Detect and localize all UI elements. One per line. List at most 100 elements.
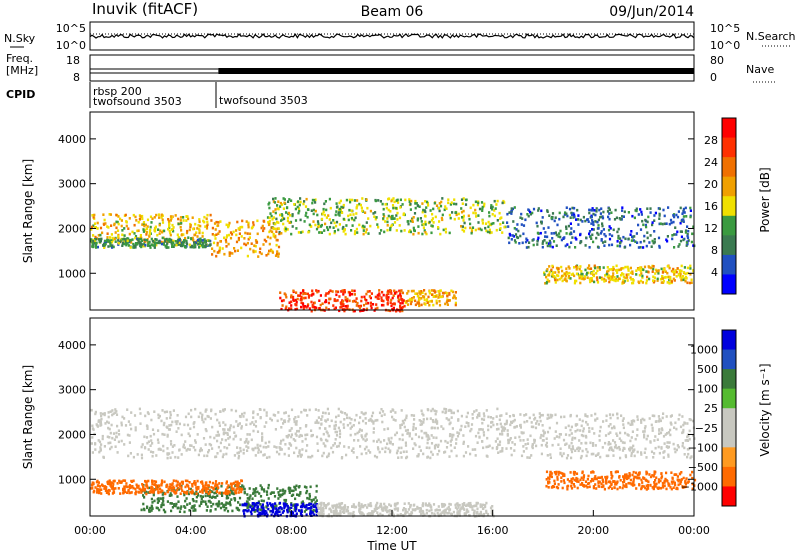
heatmap-cell [228, 435, 231, 439]
heatmap-cell [405, 455, 409, 459]
heatmap-cell [365, 292, 368, 296]
heatmap-cell [267, 483, 270, 487]
heatmap-cell [593, 280, 596, 284]
heatmap-cell [348, 291, 351, 294]
heatmap-cell [608, 212, 611, 215]
heatmap-cell [145, 230, 148, 234]
heatmap-cell [117, 242, 120, 245]
heatmap-cell [227, 224, 230, 227]
heatmap-cell [283, 498, 286, 502]
heatmap-cell [616, 268, 619, 272]
heatmap-cell [439, 232, 442, 236]
heatmap-cell [477, 431, 480, 435]
heatmap-cell [608, 243, 611, 247]
heatmap-cell [571, 445, 574, 448]
heatmap-cell [687, 239, 690, 242]
heatmap-cell [262, 453, 265, 457]
heatmap-cell [375, 455, 379, 459]
heatmap-cell [132, 455, 135, 459]
heatmap-cell [550, 475, 553, 479]
heatmap-cell [319, 294, 322, 297]
heatmap-cell [673, 481, 676, 485]
heatmap-cell [289, 429, 292, 432]
heatmap-cell [362, 504, 365, 508]
heatmap-cell [596, 220, 599, 224]
heatmap-cell [407, 508, 410, 511]
heatmap-cell [144, 491, 147, 494]
heatmap-cell [589, 480, 592, 483]
heatmap-cell [386, 291, 389, 294]
heatmap-cell [403, 304, 406, 308]
heatmap-cell [448, 434, 452, 438]
heatmap-cell [605, 414, 608, 418]
heatmap-cell [666, 432, 669, 435]
heatmap-cell [429, 504, 432, 508]
heatmap-cell [448, 213, 451, 217]
heatmap-cell [474, 200, 477, 204]
heatmap-cell [283, 411, 286, 415]
heatmap-cell [653, 483, 656, 487]
heatmap-cell [377, 506, 380, 510]
heatmap-cell [685, 241, 688, 244]
heatmap-cell [342, 225, 345, 229]
heatmap-cell [110, 239, 113, 242]
heatmap-cell [637, 280, 640, 284]
heatmap-cell [201, 418, 204, 422]
heatmap-cell [401, 419, 404, 423]
heatmap-cell [401, 305, 404, 309]
heatmap-cell [92, 245, 95, 249]
heatmap-cell [487, 225, 490, 229]
heatmap-cell [248, 487, 251, 490]
heatmap-cell [450, 513, 453, 516]
heatmap-cell [580, 275, 583, 278]
heatmap-cell [350, 425, 353, 429]
heatmap-cell [188, 448, 191, 451]
heatmap-cell [342, 508, 345, 512]
heatmap-cell [167, 453, 170, 456]
heatmap-cell [343, 505, 346, 509]
heatmap-cell [287, 506, 290, 510]
heatmap-cell [476, 413, 480, 417]
heatmap-cell [548, 214, 551, 217]
heatmap-cell [540, 443, 543, 447]
heatmap-cell [653, 439, 656, 442]
heatmap-cell [615, 432, 618, 435]
heatmap-cell [589, 441, 592, 445]
heatmap-cell [604, 274, 607, 277]
heatmap-cell [176, 233, 179, 237]
heatmap-cell [338, 223, 341, 226]
heatmap-cell [344, 232, 347, 236]
heatmap-cell [673, 233, 676, 236]
heatmap-cell [205, 408, 208, 411]
heatmap-cell [326, 407, 329, 411]
heatmap-cell [267, 203, 270, 206]
heatmap-cell [588, 264, 591, 267]
heatmap-cell [198, 449, 202, 453]
heatmap-cell [559, 451, 562, 455]
heatmap-cell [570, 450, 574, 454]
heatmap-cell [506, 432, 509, 436]
heatmap-cell [464, 513, 467, 517]
heatmap-cell [678, 270, 682, 273]
heatmap-cell [528, 456, 531, 459]
heatmap-cell [629, 243, 632, 247]
heatmap-cell [631, 214, 634, 218]
heatmap-cell [282, 299, 285, 302]
heatmap-cell [399, 206, 402, 209]
heatmap-cell [197, 243, 200, 246]
heatmap-cell [481, 205, 484, 209]
heatmap-cell [370, 292, 373, 295]
heatmap-cell [254, 503, 257, 506]
heatmap-cell [210, 219, 213, 222]
heatmap-cell [660, 281, 663, 284]
heatmap-cell [236, 451, 239, 455]
heatmap-cell [423, 513, 426, 516]
heatmap-cell [272, 227, 275, 231]
heatmap-cell [498, 440, 502, 444]
heatmap-cell [365, 432, 368, 436]
heatmap-cell [256, 413, 259, 416]
heatmap-cell [434, 215, 437, 219]
heatmap-cell [350, 229, 353, 232]
heatmap-cell [324, 427, 327, 430]
heatmap-cell [668, 441, 671, 444]
